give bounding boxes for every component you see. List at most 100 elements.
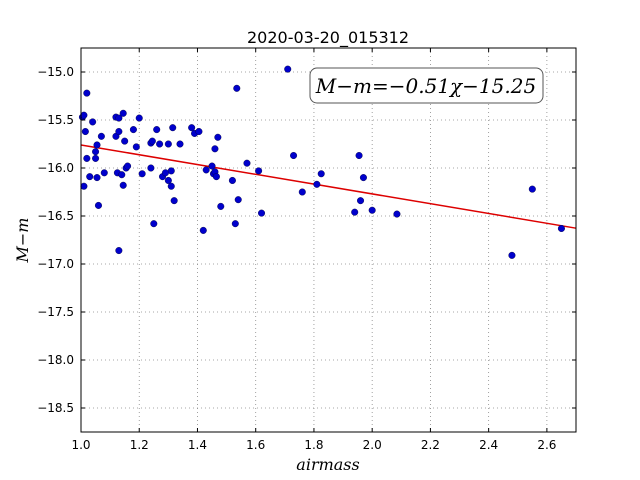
data-point: [80, 111, 88, 119]
x-tick-label: 1.0: [71, 438, 90, 452]
data-point: [355, 152, 363, 160]
chart-title: 2020-03-20_015312: [247, 28, 409, 48]
data-point: [167, 182, 175, 190]
x-tick-label: 2.6: [537, 438, 556, 452]
data-point: [92, 148, 100, 156]
y-tick-label: −15.5: [37, 113, 74, 127]
fit-line-layer: [80, 144, 577, 229]
data-point: [234, 196, 242, 204]
data-point: [147, 164, 155, 172]
y-tick-label: −15.0: [37, 65, 74, 79]
points-layer: [78, 65, 565, 259]
data-point: [148, 137, 156, 145]
data-point: [357, 197, 365, 205]
data-point: [93, 141, 101, 149]
data-point: [132, 143, 140, 151]
data-point: [233, 84, 241, 92]
data-point: [115, 128, 123, 136]
y-axis-ticks: −15.0 −15.5 −16.0 −16.5 −17.0 −17.5 −18.0 −18.5: [37, 65, 576, 415]
data-point: [115, 114, 123, 122]
data-point: [176, 140, 184, 148]
data-point: [167, 167, 175, 175]
data-point: [80, 182, 88, 190]
data-point: [129, 126, 137, 134]
data-point: [121, 137, 129, 145]
data-point: [211, 145, 219, 153]
data-point: [94, 201, 102, 209]
data-point: [212, 173, 220, 181]
data-point: [255, 167, 263, 175]
data-point: [118, 171, 126, 179]
data-point: [150, 220, 158, 228]
data-point: [359, 174, 367, 182]
data-point: [119, 109, 127, 117]
data-point: [169, 124, 177, 132]
y-tick-label: −17.0: [37, 257, 74, 271]
data-point: [93, 174, 101, 182]
y-tick-label: −18.5: [37, 401, 74, 415]
data-point: [135, 114, 143, 122]
data-point: [228, 176, 236, 184]
data-point: [208, 162, 216, 170]
data-point: [92, 154, 100, 162]
data-point: [195, 128, 203, 136]
data-point: [161, 169, 169, 177]
data-point: [124, 162, 132, 170]
data-point: [317, 170, 325, 178]
data-point: [528, 185, 536, 193]
data-point: [290, 152, 298, 160]
data-point: [100, 169, 108, 177]
x-tick-label: 1.2: [130, 438, 149, 452]
y-tick-label: −17.5: [37, 305, 74, 319]
x-tick-label: 2.0: [363, 438, 382, 452]
fit-line: [80, 144, 577, 229]
data-point: [164, 140, 172, 148]
y-axis-label: M−m: [13, 218, 32, 264]
y-tick-label: −16.5: [37, 209, 74, 223]
data-point: [393, 210, 401, 218]
fit-annotation: M−m=−0.51χ−15.25: [309, 67, 544, 104]
data-point: [231, 220, 239, 228]
data-point: [170, 197, 178, 205]
x-axis-ticks: 1.0 1.2 1.4 1.6 1.8 2.0 2.2 2.4 2.6: [71, 48, 556, 452]
grid: [80, 48, 576, 432]
annotation-text: M−m=−0.51χ−15.25: [315, 74, 536, 98]
data-point: [368, 206, 376, 214]
x-tick-label: 1.6: [246, 438, 265, 452]
y-tick-label: −16.0: [37, 161, 74, 175]
data-point: [298, 188, 306, 196]
data-point: [83, 89, 91, 97]
data-point: [217, 202, 225, 210]
data-point: [214, 133, 222, 141]
data-point: [557, 224, 565, 232]
data-point: [258, 209, 266, 217]
data-point: [89, 118, 97, 126]
data-point: [81, 128, 89, 136]
data-point: [199, 226, 207, 234]
data-point: [508, 251, 516, 259]
data-point: [83, 154, 91, 162]
data-point: [153, 126, 161, 134]
data-point: [202, 166, 210, 174]
data-point: [313, 180, 321, 188]
x-tick-label: 2.4: [479, 438, 498, 452]
data-point: [188, 124, 196, 132]
data-point: [351, 208, 359, 216]
data-point: [243, 159, 251, 167]
annotation-box: [309, 67, 544, 104]
data-point: [138, 170, 146, 178]
data-point: [119, 181, 127, 189]
x-axis-label: airmass: [296, 455, 359, 474]
y-tick-label: −18.0: [37, 353, 74, 367]
data-point: [164, 176, 172, 184]
data-point: [86, 173, 94, 181]
data-point: [115, 247, 123, 255]
x-tick-label: 1.8: [304, 438, 323, 452]
data-point: [284, 65, 292, 73]
x-tick-label: 2.2: [421, 438, 440, 452]
data-point: [97, 132, 105, 140]
data-point: [156, 140, 164, 148]
plot-frame: [80, 47, 577, 433]
x-tick-label: 1.4: [188, 438, 207, 452]
